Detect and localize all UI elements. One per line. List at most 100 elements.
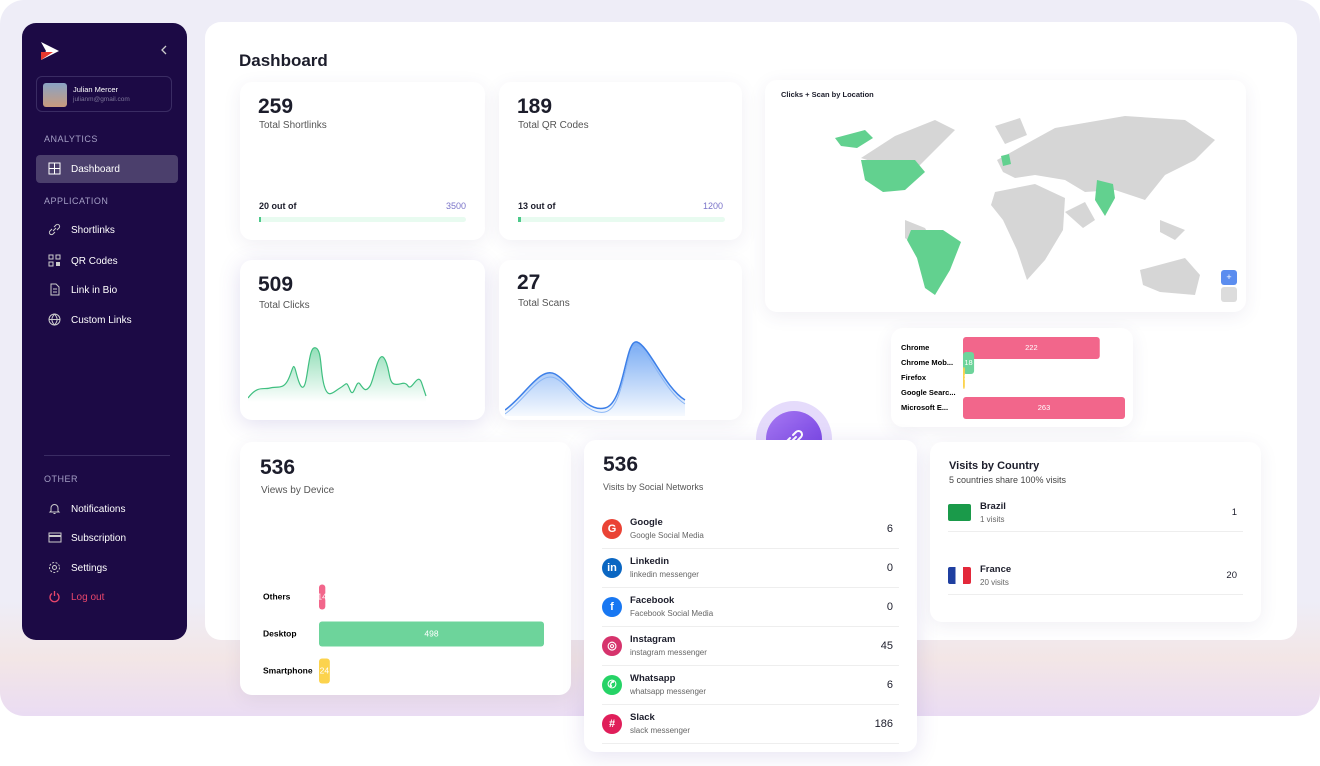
network-sub: instagram messenger [630, 648, 707, 657]
progress-fill [518, 217, 521, 222]
country-card: Visits by Country 5 countries share 100%… [930, 442, 1261, 622]
country-row: Brazil 1 visits 1 [948, 494, 1243, 532]
usage-limit: 1200 [702, 201, 723, 211]
device-title: Views by Device [261, 485, 335, 496]
user-email: julianm@gmail.com [73, 96, 130, 103]
country-sub: 1 visits [980, 515, 1005, 524]
nav-label: QR Codes [71, 255, 118, 267]
nav-item[interactable]: Shortlinks [36, 216, 178, 244]
zoom-out-button[interactable] [1221, 287, 1237, 302]
logo [41, 42, 59, 60]
nav-label: Notifications [71, 503, 126, 515]
network-value: 186 [874, 718, 893, 730]
category-label: Chrome Mob... [901, 358, 953, 367]
device-chart: Others 14 Desktop 498 Smartphone 24 [263, 584, 544, 684]
flag [948, 567, 971, 584]
bar [963, 352, 975, 374]
nav-item[interactable]: Notifications [36, 495, 178, 523]
nav-item[interactable]: Custom Links [36, 306, 178, 334]
section-title: ANALYTICS [44, 134, 98, 144]
sparkline [505, 341, 686, 416]
divider [44, 455, 170, 456]
nav-label: Link in Bio [71, 284, 118, 296]
network-sub: Google Social Media [630, 531, 704, 540]
progress-track [259, 217, 466, 222]
bar [963, 397, 1125, 419]
bar [963, 367, 965, 389]
social-row: f Facebook Facebook Social Media 0 [602, 588, 899, 627]
network-sub: slack messenger [630, 726, 691, 735]
network-name: Whatsapp [630, 673, 676, 684]
category-label: Desktop [263, 628, 297, 638]
nav-item[interactable]: Dashboard [36, 155, 178, 183]
social-icon: # [602, 714, 622, 734]
section-title: APPLICATION [44, 196, 109, 206]
value-label: 24 [320, 665, 330, 675]
map-title: Clicks + Scan by Location [781, 90, 874, 99]
stat-label: Total QR Codes [518, 120, 589, 131]
social-row: in Linkedin linkedin messenger 0 [602, 549, 899, 588]
network-name: Facebook [630, 595, 675, 606]
flag [948, 504, 971, 521]
collapse-button[interactable] [159, 44, 169, 56]
social-row: ◎ Instagram instagram messenger 45 [602, 627, 899, 666]
category-label: Firefox [901, 373, 927, 382]
category-label: Microsoft E... [901, 403, 948, 412]
nav-item[interactable]: Settings [36, 554, 178, 582]
world-map [835, 116, 1215, 295]
value-label: 18 [964, 358, 972, 367]
country-subtitle: 5 countries share 100% visits [949, 475, 1067, 485]
category-label: Others [263, 591, 291, 601]
social-row: G Google Google Social Media 6 [602, 510, 899, 549]
progress-track [518, 217, 725, 222]
social-card: 536 Visits by Social Networks G Google Goo… [584, 440, 917, 752]
nav-label: Subscription [71, 532, 127, 544]
social-title: Visits by Social Networks [603, 482, 704, 492]
network-name: Instagram [630, 634, 676, 645]
social-total: 536 [603, 453, 639, 476]
social-icon: ◎ [602, 636, 622, 656]
sparkline [248, 347, 427, 402]
stat-value: 27 [517, 271, 541, 294]
stat-card: 189 Total QR Codes 13 out of 1200 [499, 82, 742, 240]
social-row: # Slack slack messenger 186 [602, 705, 899, 744]
network-name: Linkedin [630, 556, 670, 567]
country-value: 1 [1231, 507, 1237, 518]
usage-limit: 3500 [445, 201, 466, 211]
nav-label: Shortlinks [71, 224, 115, 236]
network-name: Slack [630, 712, 655, 723]
social-icon: in [602, 558, 622, 578]
nav-item[interactable]: Subscription [36, 524, 178, 552]
stat-card: 27 Total Scans [499, 260, 742, 420]
nav-item[interactable]: Log out [36, 583, 178, 611]
bar [319, 584, 326, 610]
stat-label: Total Shortlinks [259, 120, 327, 131]
progress-fill [259, 217, 261, 222]
nav-item[interactable]: QR Codes [36, 247, 178, 275]
zoom-in-button[interactable]: + [1221, 270, 1237, 285]
network-value: 6 [886, 679, 893, 691]
nav-label: Dashboard [71, 163, 120, 175]
usage-label: 13 out of [518, 201, 556, 211]
social-icon: G [602, 519, 622, 539]
network-sub: Facebook Social Media [630, 609, 714, 618]
browser-card: Chrome 222 Chrome Mob... 18 Firefox 3 Google S… [891, 328, 1133, 427]
social-icon: f [602, 597, 622, 617]
category-label: Google Searc... [901, 388, 956, 397]
category-label: Chrome [901, 343, 929, 352]
social-icon: ✆ [602, 675, 622, 695]
nav-label: Settings [71, 562, 108, 574]
bar [963, 337, 1100, 359]
country-row: France 20 visits 20 [948, 557, 1243, 595]
value-label: 222 [1025, 343, 1038, 352]
stat-label: Total Clicks [259, 300, 310, 311]
value-label: 498 [424, 628, 438, 638]
value-label: 3 [964, 373, 968, 382]
device-total: 536 [260, 456, 296, 479]
device-card: 536 Views by Device Others 14 Desktop 498 Sm… [240, 442, 571, 695]
nav-item[interactable]: Link in Bio [36, 276, 178, 304]
stat-card: 259 Total Shortlinks 20 out of 3500 [240, 82, 485, 240]
user-card[interactable]: Julian Mercer julianm@gmail.com [36, 76, 172, 112]
country-name: France [980, 564, 1012, 575]
